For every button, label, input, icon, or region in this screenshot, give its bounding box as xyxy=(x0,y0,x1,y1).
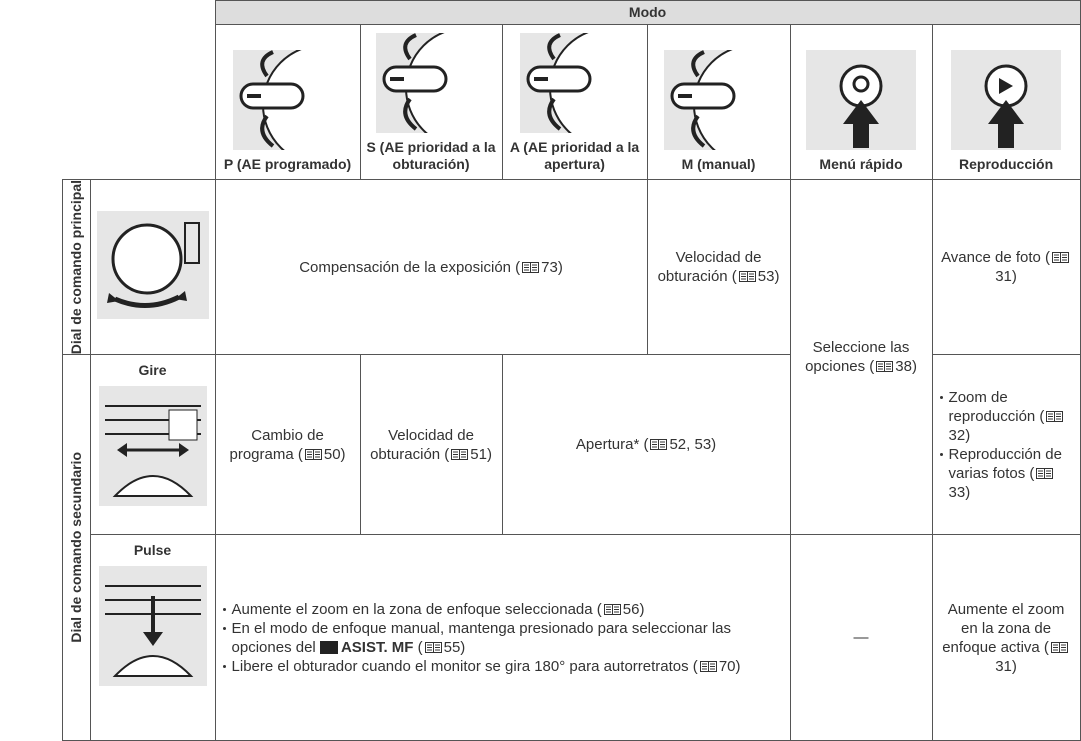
cell-ref: 31) xyxy=(995,268,1017,286)
mf-icon xyxy=(319,640,338,654)
mode-illustration xyxy=(951,50,1062,150)
mode-cell: P (AE programado) xyxy=(214,24,361,180)
mode-cell: Menú rápido xyxy=(789,24,933,180)
cell-text: Aumente el zoom en la zona de enfoque se… xyxy=(231,600,602,618)
cell-ref: 52, 53) xyxy=(669,436,717,454)
bullet-list: Aumente el zoom en la zona de enfoque se… xyxy=(222,600,784,676)
page: Modo P (AE programado) S (AE prioridad a … xyxy=(61,0,1081,741)
menu-item: ASIST. MF xyxy=(340,638,414,656)
cell-text: Velocidad de obturación ( xyxy=(370,426,474,463)
cell-ref: 38) xyxy=(895,358,917,376)
cell-ref: 51) xyxy=(470,445,492,463)
cell-ref: 56) xyxy=(622,600,645,618)
cell-ref: 33) xyxy=(948,483,971,501)
mode-cell: M (manual) xyxy=(646,24,791,180)
mode-illustration xyxy=(663,50,774,150)
cell-text: ( xyxy=(413,638,423,656)
bullet: Reproducción de varias fotos (33) xyxy=(939,445,1074,502)
cell-text: Apertura* ( xyxy=(575,436,649,454)
cell-text: Compensación de la exposición ( xyxy=(299,258,521,276)
mode-label: Menú rápido xyxy=(819,156,903,172)
cell-ref: 73) xyxy=(541,258,563,276)
row-label: Dial de comando secundario xyxy=(67,452,84,644)
cell-ref: 32) xyxy=(948,426,971,444)
bullet: Libere el obturador cuando el monitor se… xyxy=(222,657,784,676)
cell-text: Seleccione las opciones ( xyxy=(805,339,910,376)
mode-illustration xyxy=(376,33,487,133)
sub-label: Pulse xyxy=(133,542,172,559)
cell-ref: 50) xyxy=(323,445,346,463)
mode-header: Modo xyxy=(214,0,1081,25)
cell-ref: 55) xyxy=(443,638,466,656)
cell-text: Cambio de programa ( xyxy=(229,426,324,463)
mode-label: M (manual) xyxy=(681,156,756,172)
mode-label: P (AE programado) xyxy=(223,156,352,172)
mode-illustration xyxy=(806,50,917,150)
mode-label: S (AE prioridad a la obturación) xyxy=(366,139,496,172)
mode-cell: S (AE prioridad a la obturación) xyxy=(359,24,503,180)
sub-label: Gire xyxy=(138,362,167,379)
cell-text: Velocidad de obturación ( xyxy=(657,249,762,286)
cell-text: Libere el obturador cuando el monitor se… xyxy=(231,657,698,675)
cell-ref: 53) xyxy=(757,268,780,286)
cell-text: Reproducción de varias fotos ( xyxy=(948,445,1062,482)
cell-text: Aumente el zoom en la zona de enfoque ac… xyxy=(942,600,1065,656)
dial-illustration xyxy=(89,178,216,356)
row-label: Dial de comando principal xyxy=(67,180,84,355)
bullet-list: Zoom de reproducción (32) Reproducción d… xyxy=(939,388,1074,502)
bullet: En el modo de enfoque manual, mantenga p… xyxy=(222,619,784,657)
mode-illustration xyxy=(232,50,343,150)
cell-text: Avance de foto ( xyxy=(941,249,1051,267)
mode-label: Reproducción xyxy=(959,156,1054,172)
mode-illustration xyxy=(519,33,630,133)
cell-ref: 70) xyxy=(718,657,741,675)
cell-text: — xyxy=(789,534,933,741)
mode-label: A (AE prioridad a la apertura) xyxy=(509,139,640,172)
bullet: Aumente el zoom en la zona de enfoque se… xyxy=(222,600,784,619)
mode-cell: Reproducción xyxy=(931,24,1081,180)
cell-text: En el modo de enfoque manual, mantenga p… xyxy=(231,619,732,656)
cell-text: Zoom de reproducción ( xyxy=(948,388,1045,425)
bullet: Zoom de reproducción (32) xyxy=(939,388,1074,445)
cell-ref: 31) xyxy=(995,657,1017,675)
mode-cell: A (AE prioridad a la apertura) xyxy=(501,24,648,180)
